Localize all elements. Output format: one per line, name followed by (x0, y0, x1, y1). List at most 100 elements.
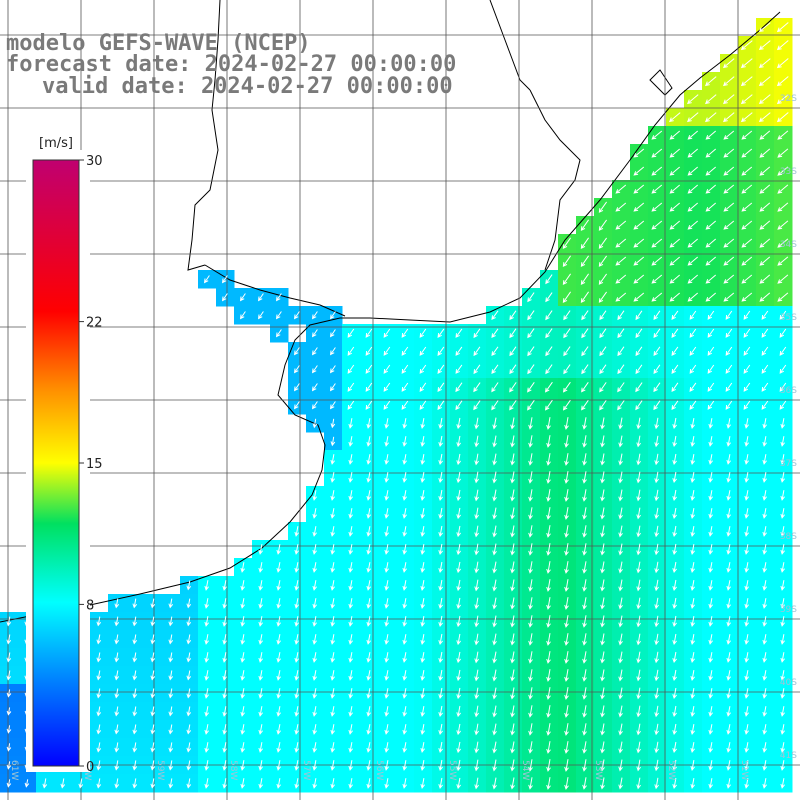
wind-arrow (762, 742, 767, 753)
wind-arrow (672, 561, 677, 574)
wind-arrow (258, 778, 263, 789)
wind-arrow (330, 688, 335, 699)
wind-arrow (312, 490, 317, 501)
wind-arrow (653, 328, 661, 339)
wind-arrow (707, 310, 715, 320)
wind-arrow (708, 616, 713, 627)
wind-arrow (545, 346, 553, 357)
wind-arrow (635, 346, 643, 357)
wind-arrow (132, 598, 138, 609)
wind-arrow (420, 472, 425, 483)
wind-arrow (759, 184, 771, 194)
wind-arrow (600, 561, 605, 574)
wind-arrow (563, 328, 571, 339)
wind-arrow (723, 112, 735, 123)
wind-arrow (744, 652, 749, 663)
wind-arrow (633, 274, 645, 284)
wind-arrow (705, 166, 717, 176)
wind-arrow (491, 346, 499, 357)
wind-arrow (618, 777, 623, 790)
wind-arrow (510, 471, 515, 484)
wind-arrow (527, 364, 535, 375)
wind-arrow (689, 364, 697, 374)
wind-arrow (618, 561, 623, 574)
wind-arrow (726, 508, 731, 519)
wind-arrow (726, 598, 731, 609)
wind-arrow (258, 562, 263, 573)
wind-arrow (777, 166, 789, 176)
wind-arrow (330, 490, 335, 501)
wind-arrow (582, 525, 587, 538)
wind-arrow (689, 310, 697, 320)
wind-arrow (222, 634, 227, 645)
wind-arrow (492, 507, 497, 520)
wind-arrow (402, 706, 407, 717)
wind-arrow (671, 382, 679, 393)
wind-arrow (618, 417, 623, 430)
wind-arrow (708, 562, 713, 573)
wind-arrow (330, 634, 335, 645)
wind-arrow (294, 724, 299, 735)
wind-arrow (687, 238, 699, 248)
wind-arrow (546, 435, 551, 448)
wind-arrow (510, 561, 515, 574)
wind-arrow (654, 741, 659, 754)
wind-arrow (669, 256, 681, 266)
wind-arrow (582, 633, 587, 646)
wind-arrow (312, 562, 317, 573)
wind-arrow (690, 706, 695, 717)
wind-arrow (617, 310, 625, 321)
wind-arrow (654, 489, 659, 502)
wind-arrow (762, 652, 767, 663)
wind-arrow (420, 490, 425, 501)
wind-arrow (545, 292, 553, 303)
wind-arrow (402, 652, 407, 663)
wind-arrow (186, 706, 192, 717)
wind-arrow (762, 598, 767, 609)
wind-arrow (562, 255, 572, 268)
wind-arrow (633, 256, 645, 266)
latitude-label: 38S (780, 532, 797, 542)
wind-arrow (615, 202, 627, 212)
wind-arrow (438, 687, 443, 700)
wind-arrow (600, 543, 605, 556)
wind-arrow (204, 634, 209, 645)
wind-arrow (294, 706, 299, 717)
wind-arrow (348, 490, 353, 501)
wind-arrow (705, 238, 717, 248)
wind-arrow (96, 634, 102, 645)
wind-arrow (438, 597, 443, 610)
wind-arrow (546, 579, 551, 592)
wind-arrow (492, 705, 497, 718)
wind-arrow (545, 274, 553, 285)
wind-arrow (240, 760, 245, 771)
wind-arrow (96, 652, 102, 663)
wind-arrow (726, 706, 731, 717)
wind-arrow (365, 382, 373, 392)
wind-arrow (150, 760, 156, 771)
wind-arrow (690, 472, 695, 483)
wind-arrow (762, 544, 767, 555)
wind-arrow (615, 238, 627, 248)
wind-arrow (528, 633, 533, 646)
wind-arrow (491, 400, 499, 411)
wind-arrow (636, 489, 641, 502)
wind-arrow (492, 759, 497, 772)
wind-arrow (635, 328, 643, 339)
wind-arrow (776, 58, 789, 69)
wind-arrow (779, 364, 787, 374)
wind-arrow (744, 526, 749, 537)
wind-arrow (348, 508, 353, 519)
wind-arrow (635, 364, 643, 375)
wind-arrow (780, 562, 785, 573)
wind-arrow (168, 688, 174, 699)
wind-arrow (330, 580, 335, 591)
wind-arrow (366, 562, 371, 573)
wind-arrow (474, 489, 479, 502)
wind-arrow (204, 670, 209, 681)
wind-arrow (777, 202, 789, 212)
wind-arrow (726, 544, 731, 555)
wind-arrow (420, 616, 425, 627)
wind-arrow (384, 670, 389, 681)
wind-arrow (704, 94, 717, 105)
